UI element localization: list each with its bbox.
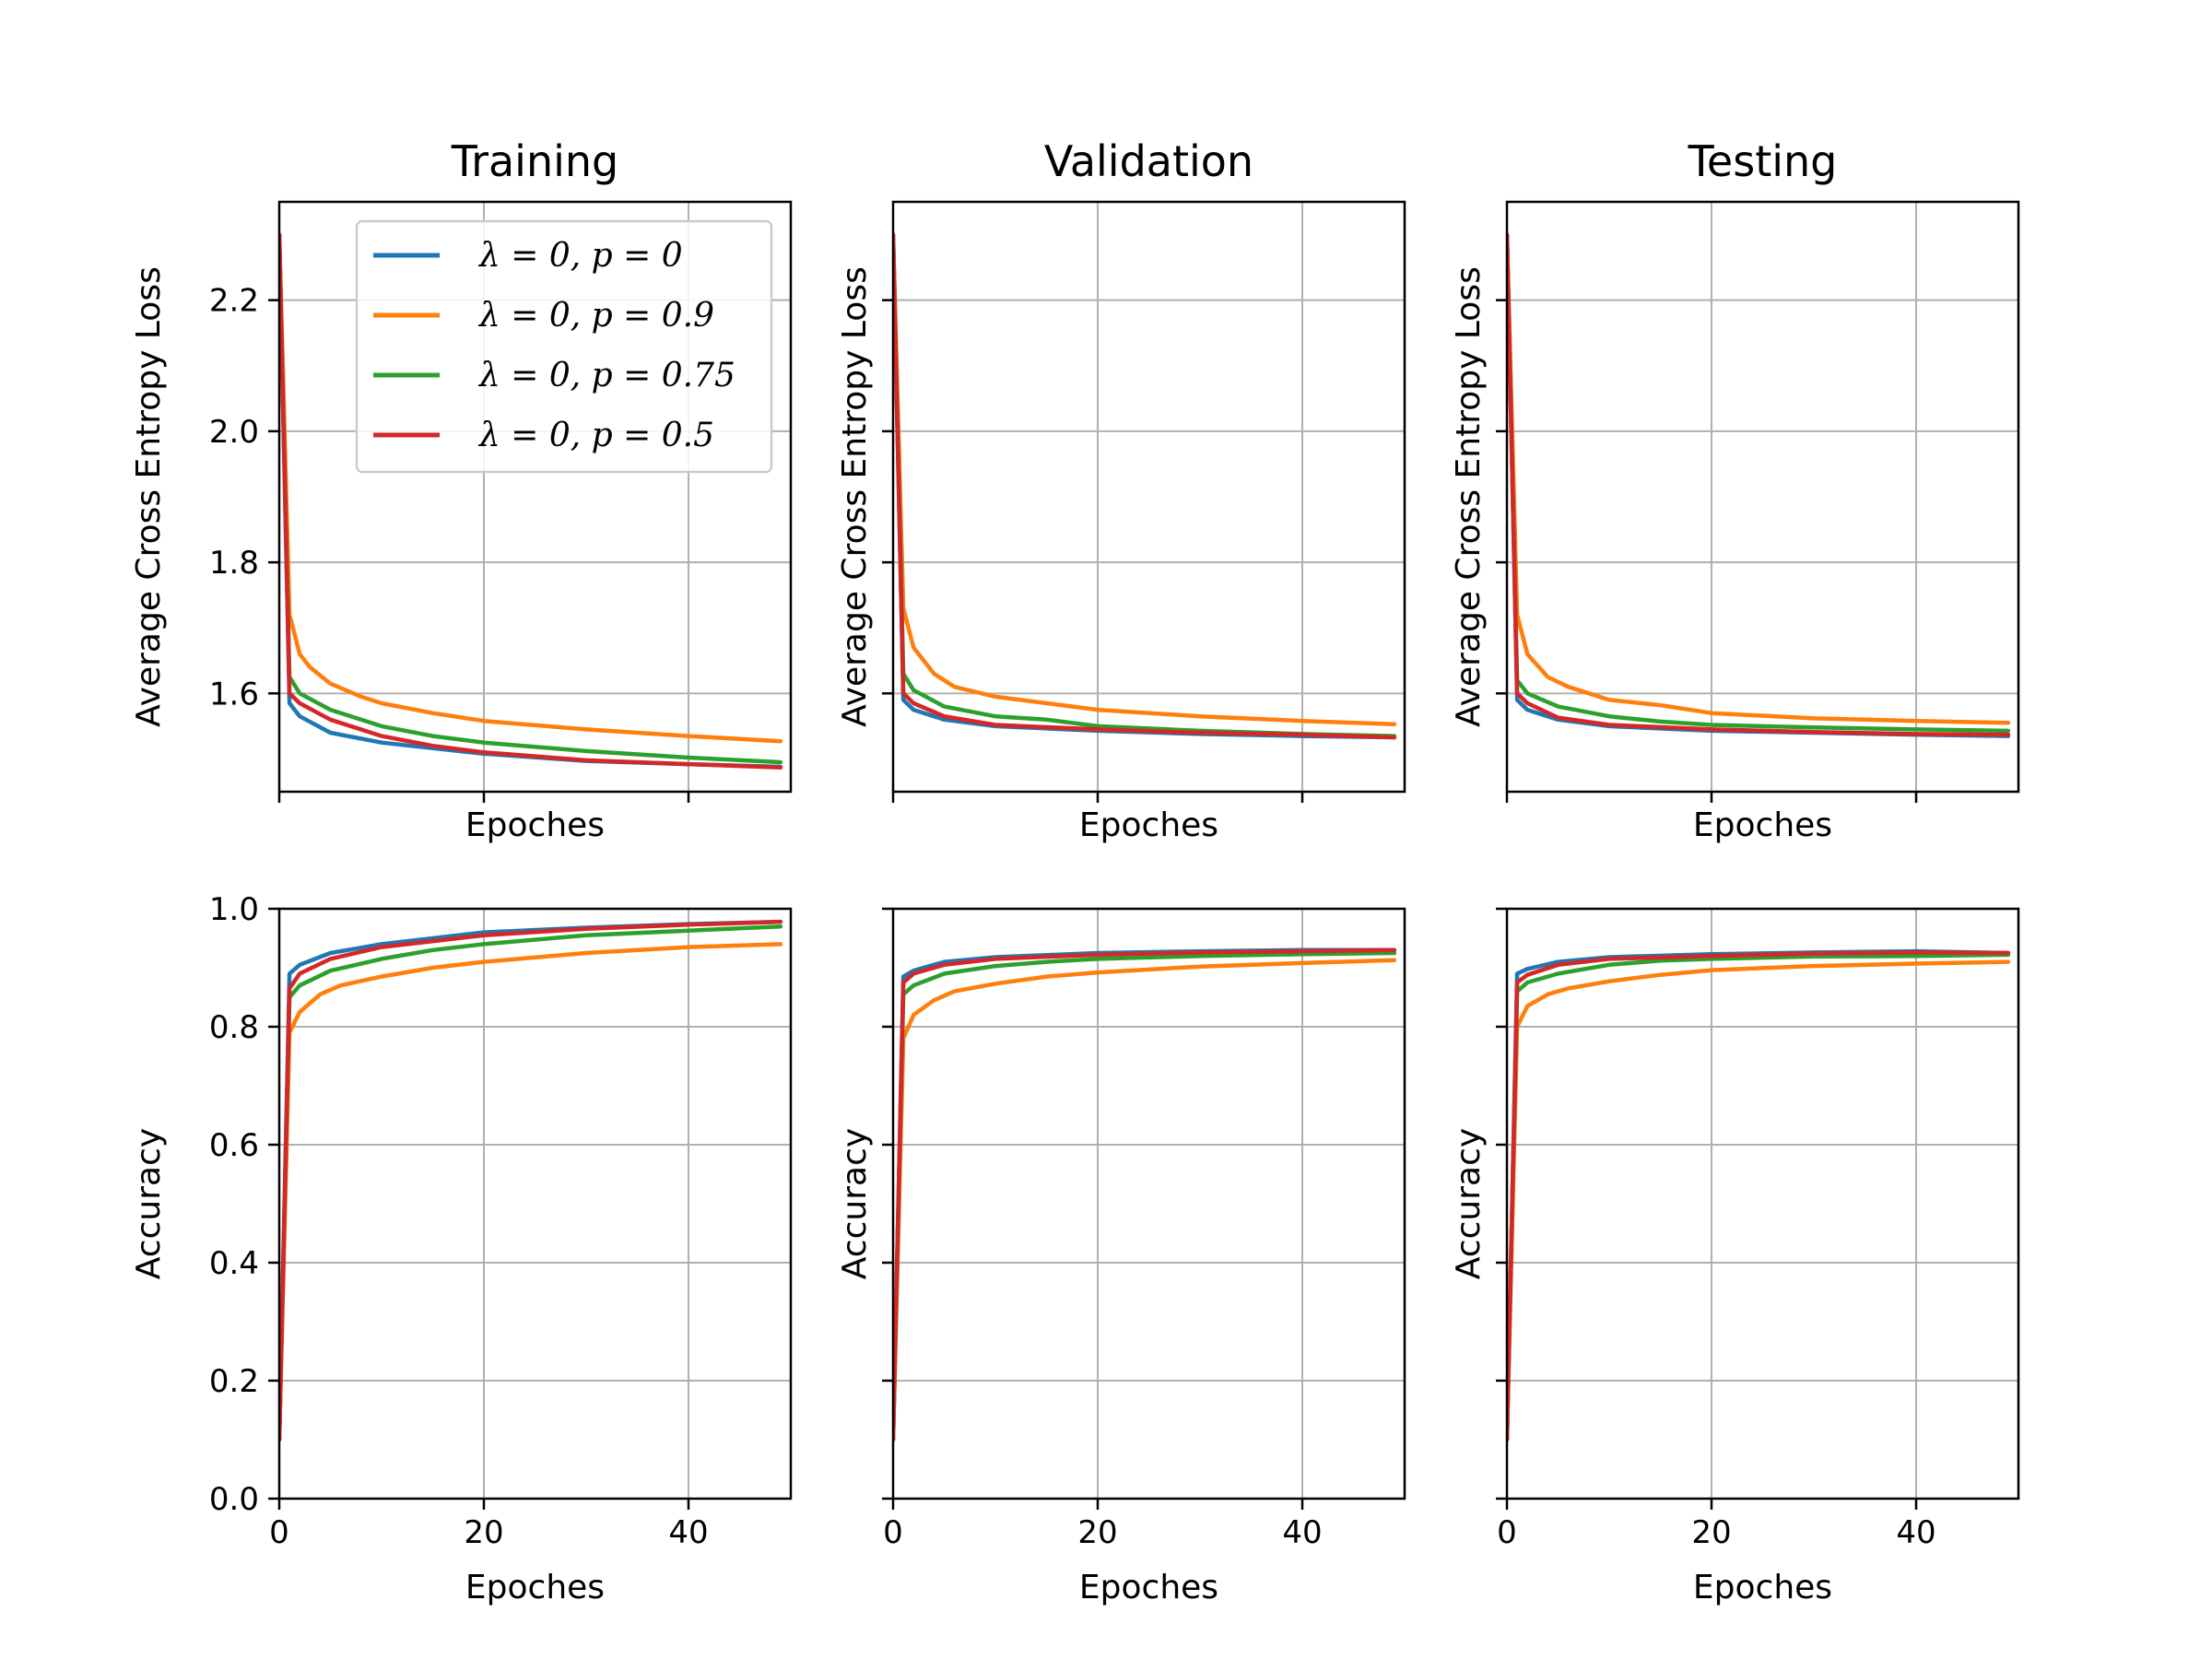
x-tick-label: 20 (464, 1514, 503, 1551)
x-axis-label: Epoches (465, 806, 605, 844)
legend-label: λ = 0, p = 0.75 (477, 357, 735, 394)
x-tick-label: 40 (668, 1514, 708, 1551)
series-line-p09 (1507, 232, 2011, 725)
legend-label: λ = 0, p = 0 (477, 237, 683, 275)
axes-frame (891, 907, 1406, 1500)
y-axis-label: Average Cross Entropy Loss (836, 266, 874, 727)
legend-label: λ = 0, p = 0.9 (477, 297, 714, 335)
series-line-p09 (1507, 959, 2011, 1442)
series-line-p09 (893, 232, 1397, 727)
y-tick-label: 0.4 (209, 1245, 259, 1282)
axes-frame (277, 200, 793, 794)
x-axis-label: Epoches (1079, 806, 1218, 844)
x-tick-label: 20 (1691, 1514, 1731, 1551)
x-tick-label: 0 (883, 1514, 903, 1551)
y-axis-label: Accuracy (836, 1128, 874, 1279)
y-tick-label: 1.8 (209, 545, 259, 582)
series-line-p05 (279, 919, 783, 1442)
series-line-p05 (1507, 950, 2011, 1442)
series-line-p075 (279, 232, 783, 765)
series-line-p05 (279, 232, 783, 770)
series-line-p09 (279, 232, 783, 744)
y-tick-label: 1.0 (209, 891, 259, 928)
x-tick-label: 40 (1282, 1514, 1322, 1551)
axes-frame (891, 200, 1406, 794)
y-tick-label: 0.6 (209, 1127, 259, 1164)
panel-title: Validation (1044, 136, 1253, 186)
panel-title: Testing (1688, 136, 1838, 186)
x-tick-label: 20 (1077, 1514, 1117, 1551)
panels: 1.6 1.8 2.0 2.2 Epoches Average Cross Entropy… (130, 136, 2020, 1606)
y-tick-label: 1.6 (209, 676, 259, 712)
axes-frame (1505, 200, 2020, 794)
series-line-p05 (893, 232, 1397, 740)
y-tick-label: 2.2 (209, 283, 259, 320)
panel-accuracy-training: 0 20 40 0.0 0.2 0.4 0.6 0.8 1.0 Epoches Accuracy (130, 891, 793, 1606)
y-tick-label: 0.8 (209, 1009, 259, 1046)
legend: λ = 0, p = 0 λ = 0, p = 0.9 λ = 0, p = 0.7… (355, 219, 773, 474)
y-axis-label: Accuracy (1450, 1128, 1488, 1279)
x-axis-label: Epoches (1693, 1569, 1832, 1606)
legend-label: λ = 0, p = 0.5 (477, 417, 714, 454)
y-axis-label: Average Cross Entropy Loss (130, 266, 168, 727)
panel-loss-validation: Epoches Average Cross Entropy Loss Validat… (836, 136, 1406, 844)
series-line-p075 (893, 950, 1397, 1442)
series-line-p05 (893, 947, 1397, 1442)
legend-box (355, 219, 773, 474)
panel-loss-testing: Epoches Average Cross Entropy Loss Testing (1450, 136, 2020, 844)
series-line-p075 (1507, 952, 2011, 1442)
panel-title: Training (451, 136, 619, 186)
series-line-p075 (279, 924, 783, 1442)
series-line-p09 (893, 958, 1397, 1442)
axes-frame (277, 907, 793, 1500)
x-axis-label: Epoches (1693, 806, 1832, 844)
y-axis-label: Accuracy (130, 1128, 168, 1279)
y-tick-label: 0.2 (209, 1363, 259, 1400)
panel-accuracy-validation: 0 20 40 Epoches Accuracy (836, 907, 1406, 1606)
panel-accuracy-testing: 0 20 40 Epoches Accuracy (1450, 907, 2020, 1606)
series-line-p09 (279, 942, 783, 1442)
y-axis-label: Average Cross Entropy Loss (1450, 266, 1488, 727)
y-tick-label: 2.0 (209, 414, 259, 451)
x-axis-label: Epoches (465, 1569, 605, 1606)
series-line-p05 (1507, 232, 2011, 737)
x-axis-label: Epoches (1079, 1569, 1218, 1606)
x-tick-label: 40 (1896, 1514, 1936, 1551)
axes-frame (1505, 907, 2020, 1500)
y-tick-label: 0.0 (209, 1481, 259, 1518)
x-tick-label: 0 (269, 1514, 289, 1551)
series-line-p075 (1507, 232, 2011, 734)
x-tick-label: 0 (1497, 1514, 1517, 1551)
